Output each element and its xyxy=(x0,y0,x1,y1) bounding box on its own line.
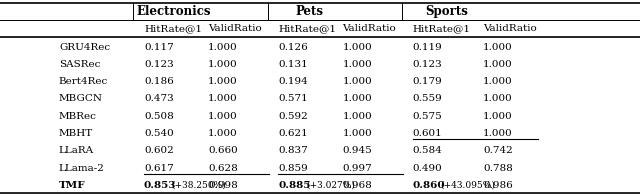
Text: 0.860: 0.860 xyxy=(413,181,445,190)
Text: 0.123: 0.123 xyxy=(144,60,173,69)
Text: 0.837: 0.837 xyxy=(278,146,308,155)
Text: 1.000: 1.000 xyxy=(483,112,513,121)
Text: 0.945: 0.945 xyxy=(342,146,372,155)
Text: 0.788: 0.788 xyxy=(483,164,513,173)
Text: 0.571: 0.571 xyxy=(278,94,308,103)
Text: Bert4Rec: Bert4Rec xyxy=(59,77,108,86)
Text: 0.660: 0.660 xyxy=(208,146,237,155)
Text: 1.000: 1.000 xyxy=(342,112,372,121)
Text: 0.742: 0.742 xyxy=(483,146,513,155)
Text: HitRate@1: HitRate@1 xyxy=(144,24,202,33)
Text: 0.602: 0.602 xyxy=(144,146,173,155)
Text: 1.000: 1.000 xyxy=(342,60,372,69)
Text: 1.000: 1.000 xyxy=(208,60,237,69)
Text: 0.859: 0.859 xyxy=(278,164,308,173)
Text: 1.000: 1.000 xyxy=(208,129,237,138)
Text: 1.000: 1.000 xyxy=(342,129,372,138)
Text: 0.508: 0.508 xyxy=(144,112,173,121)
Text: 1.000: 1.000 xyxy=(483,94,513,103)
Text: 0.473: 0.473 xyxy=(144,94,173,103)
Text: MBHT: MBHT xyxy=(59,129,93,138)
Text: 1.000: 1.000 xyxy=(483,60,513,69)
Text: 0.885: 0.885 xyxy=(278,181,311,190)
Text: 0.490: 0.490 xyxy=(413,164,442,173)
Text: 0.126: 0.126 xyxy=(278,43,308,52)
Text: LLaRA: LLaRA xyxy=(59,146,94,155)
Text: 0.601: 0.601 xyxy=(413,129,442,138)
Text: 0.119: 0.119 xyxy=(413,43,442,52)
Text: (+3.027%): (+3.027%) xyxy=(306,181,355,190)
Text: 0.117: 0.117 xyxy=(144,43,173,52)
Text: 0.853: 0.853 xyxy=(144,181,177,190)
Text: ValidRatio: ValidRatio xyxy=(483,24,537,33)
Text: 0.592: 0.592 xyxy=(278,112,308,121)
Text: (+43.095%): (+43.095%) xyxy=(440,181,495,190)
Text: 1.000: 1.000 xyxy=(208,43,237,52)
Text: 0.617: 0.617 xyxy=(144,164,173,173)
Text: Pets: Pets xyxy=(296,5,324,17)
Text: 1.000: 1.000 xyxy=(342,43,372,52)
Text: 0.186: 0.186 xyxy=(144,77,173,86)
Text: 0.998: 0.998 xyxy=(208,181,237,190)
Text: Electronics: Electronics xyxy=(137,5,211,17)
Text: 1.000: 1.000 xyxy=(342,77,372,86)
Text: 0.123: 0.123 xyxy=(413,60,442,69)
Text: (+38.250%): (+38.250%) xyxy=(172,181,227,190)
Text: 1.000: 1.000 xyxy=(483,43,513,52)
Text: 0.540: 0.540 xyxy=(144,129,173,138)
Text: 0.997: 0.997 xyxy=(342,164,372,173)
Text: 0.559: 0.559 xyxy=(413,94,442,103)
Text: ValidRatio: ValidRatio xyxy=(208,24,262,33)
Text: 1.000: 1.000 xyxy=(483,77,513,86)
Text: LLama-2: LLama-2 xyxy=(59,164,105,173)
Text: 1.000: 1.000 xyxy=(208,94,237,103)
Text: 0.968: 0.968 xyxy=(342,181,372,190)
Text: 0.179: 0.179 xyxy=(413,77,442,86)
Text: MBGCN: MBGCN xyxy=(59,94,103,103)
Text: SASRec: SASRec xyxy=(59,60,100,69)
Text: 1.000: 1.000 xyxy=(208,77,237,86)
Text: ValidRatio: ValidRatio xyxy=(342,24,396,33)
Text: HitRate@1: HitRate@1 xyxy=(278,24,337,33)
Text: 0.194: 0.194 xyxy=(278,77,308,86)
Text: 0.986: 0.986 xyxy=(483,181,513,190)
Text: GRU4Rec: GRU4Rec xyxy=(59,43,110,52)
Text: 1.000: 1.000 xyxy=(208,112,237,121)
Text: Sports: Sports xyxy=(426,5,468,17)
Text: 0.584: 0.584 xyxy=(413,146,442,155)
Text: 0.575: 0.575 xyxy=(413,112,442,121)
Text: 0.621: 0.621 xyxy=(278,129,308,138)
Text: MBRec: MBRec xyxy=(59,112,97,121)
Text: TMF: TMF xyxy=(59,181,86,190)
Text: 1.000: 1.000 xyxy=(342,94,372,103)
Text: 1.000: 1.000 xyxy=(483,129,513,138)
Text: 0.131: 0.131 xyxy=(278,60,308,69)
Text: 0.628: 0.628 xyxy=(208,164,237,173)
Text: HitRate@1: HitRate@1 xyxy=(413,24,471,33)
